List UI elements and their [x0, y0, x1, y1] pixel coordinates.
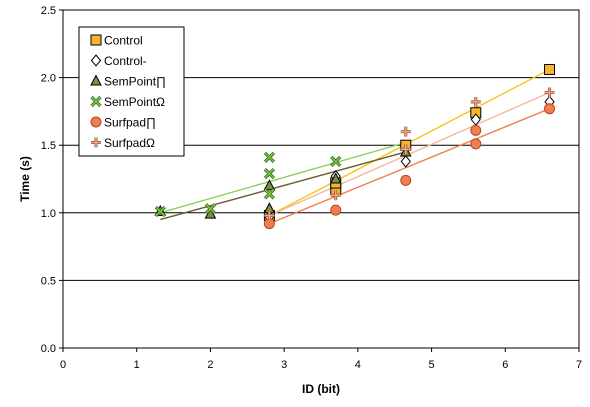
x-tick-label: 3: [281, 359, 287, 371]
y-tick-label: 1.0: [41, 208, 56, 220]
data-point: [264, 210, 275, 221]
data-point: [400, 126, 411, 137]
data-point: [330, 190, 341, 201]
legend-label: SurfpadΩ: [104, 136, 155, 150]
legend-label: Control: [104, 34, 143, 48]
x-axis-title: ID (bit): [302, 382, 340, 396]
x-tick-label: 2: [207, 359, 213, 371]
data-point: [263, 167, 276, 180]
data-point: [470, 124, 482, 136]
data-point: [263, 151, 276, 163]
data-point: [263, 188, 276, 200]
legend-box: [78, 26, 185, 157]
legend-label: Surfpad∏: [104, 116, 156, 130]
y-tick-label: 2.0: [41, 73, 56, 85]
data-point: [154, 205, 166, 218]
legend-label: SemPointΩ: [104, 95, 165, 109]
data-point: [330, 204, 342, 216]
data-point: [470, 138, 482, 150]
plot-area: [62, 9, 580, 349]
axis-ticks: 0.0 0.5 1.0 1.5 2.0 2.5 0 1 2 3 4 5 6 7: [41, 5, 582, 371]
data-markers: [154, 63, 556, 230]
data-point: [400, 174, 412, 186]
y-tick-label: 2.5: [41, 5, 56, 17]
x-tick-label: 1: [134, 359, 140, 371]
data-point: [544, 87, 555, 98]
trendline: [160, 151, 406, 221]
legend-marker: [90, 34, 102, 46]
x-tick-label: 5: [429, 359, 435, 371]
data-point: [400, 144, 411, 155]
data-point: [400, 155, 411, 168]
data-point: [329, 172, 342, 184]
y-axis-title: Time (s): [18, 156, 32, 202]
x-tick-label: 0: [60, 359, 66, 371]
legend-marker: [90, 54, 102, 67]
data-point: [470, 96, 481, 107]
legend-marker: [90, 95, 102, 108]
data-point: [544, 63, 556, 75]
y-tick-label: 0.5: [41, 275, 56, 287]
x-tick-label: 4: [355, 359, 361, 371]
legend-label: SemPoint∏: [104, 75, 166, 89]
legend-marker: [90, 116, 102, 128]
legend-label: Control-: [104, 54, 147, 68]
x-tick-label: 6: [502, 359, 508, 371]
legend-marker: [90, 74, 102, 86]
y-tick-label: 1.5: [41, 140, 56, 152]
legend-marker: [91, 137, 101, 148]
y-tick-label: 0.0: [41, 343, 56, 355]
data-point: [544, 103, 556, 115]
data-point: [330, 155, 342, 168]
x-tick-label: 7: [576, 359, 582, 371]
trendline: [269, 108, 550, 225]
trendline: [160, 141, 406, 214]
data-point: [204, 203, 217, 215]
legend: Control Control- SemPoint∏ SemPointΩ Surfpad…: [78, 26, 185, 157]
data-point: [263, 179, 276, 191]
